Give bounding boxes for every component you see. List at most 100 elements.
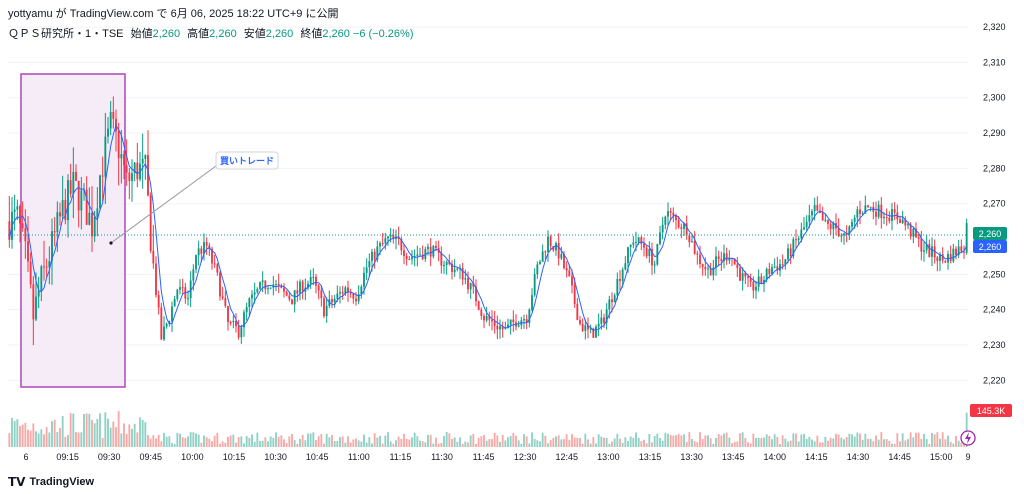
candle-body xyxy=(331,299,333,303)
volume-bar xyxy=(160,441,163,447)
volume-bar xyxy=(885,439,888,447)
candle-body xyxy=(243,312,245,328)
candle-body xyxy=(325,305,328,317)
candle-body xyxy=(965,223,968,253)
candle-body xyxy=(88,212,91,225)
volume-bar xyxy=(653,436,656,447)
candle-body xyxy=(509,319,512,325)
volume-bar xyxy=(312,432,315,447)
price-axis[interactable]: 2,3202,3102,3002,2902,2802,2702,2602,250… xyxy=(983,22,1006,385)
candle-body xyxy=(349,292,352,294)
volume-bar xyxy=(723,433,725,447)
candle-body xyxy=(104,136,107,177)
symbol-name[interactable]: ＱＰＳ研究所・1・TSE xyxy=(8,28,124,40)
volume-bar xyxy=(936,432,939,447)
volume-bar xyxy=(517,440,520,447)
volume-bar xyxy=(784,438,787,447)
candle-body xyxy=(75,171,77,181)
candle-body xyxy=(667,211,669,217)
candle-body xyxy=(739,268,741,281)
candle-body xyxy=(13,209,16,212)
candle-body xyxy=(653,264,656,266)
volume-bar xyxy=(805,438,808,447)
candle-body xyxy=(549,236,552,247)
volume-bar xyxy=(688,432,691,447)
volume-bar xyxy=(904,440,907,447)
volume-bar xyxy=(21,424,24,447)
candle-body xyxy=(725,253,728,261)
volume-bar xyxy=(619,438,621,447)
candle-body xyxy=(704,267,707,270)
candle-body xyxy=(91,212,93,237)
volume-bar xyxy=(712,443,715,447)
candle-body xyxy=(589,328,592,330)
x-tick-label: 13:30 xyxy=(680,452,703,462)
candle-body xyxy=(891,209,893,221)
candle-body xyxy=(675,215,677,221)
candle-body xyxy=(853,217,856,222)
volume-bar xyxy=(571,434,573,447)
volume-bar xyxy=(933,434,936,447)
time-axis[interactable]: 6 09:15 09:30 09:45 10:00 10:15 10:30 10:45 11:0… xyxy=(23,452,970,462)
candle-body xyxy=(435,245,437,249)
volume-bar xyxy=(133,423,136,447)
candle-body xyxy=(229,322,232,324)
volume-bar xyxy=(229,435,232,447)
volume-bar xyxy=(768,435,771,447)
volume-bar xyxy=(203,435,205,447)
candle-body xyxy=(680,227,683,229)
volume-bar xyxy=(357,440,360,447)
candle-body xyxy=(181,287,184,289)
volume-bar xyxy=(267,441,269,447)
volume-bar xyxy=(635,432,637,447)
lightning-icon[interactable] xyxy=(960,430,976,446)
volume-bar xyxy=(851,434,853,447)
candle-body xyxy=(723,253,725,261)
candle-body xyxy=(555,242,557,251)
x-tick-label: 11:45 xyxy=(473,452,495,462)
candle-body xyxy=(107,128,109,137)
volume-bar xyxy=(149,438,152,447)
candle-body xyxy=(499,326,501,330)
candle-body xyxy=(387,236,389,239)
candle-body xyxy=(637,237,640,242)
symbol-legend: ＱＰＳ研究所・1・TSE 始値2,260 高値2,260 安値2,260 終値2… xyxy=(8,25,414,41)
candle-body xyxy=(600,317,603,324)
volume-bar xyxy=(261,440,264,447)
candle-body xyxy=(640,237,643,244)
candle-body xyxy=(717,256,720,259)
volume-bar xyxy=(368,437,371,447)
candle-body xyxy=(552,246,555,251)
volume-bar xyxy=(80,432,83,447)
candle-body xyxy=(280,285,283,288)
volume-bar xyxy=(813,441,816,447)
candle-body xyxy=(584,325,587,331)
candle-body xyxy=(672,212,675,216)
y-tick-label: 2,290 xyxy=(983,128,1006,138)
candle-body xyxy=(453,269,456,273)
volume-bar xyxy=(355,438,357,447)
volume-bar xyxy=(424,442,427,447)
candle-body xyxy=(472,282,475,287)
volume-bar xyxy=(376,437,379,447)
volume-bar xyxy=(411,437,413,447)
annotation-callout[interactable]: 買いトレード xyxy=(215,151,279,170)
candle-body xyxy=(843,233,845,236)
candle-body xyxy=(816,205,819,211)
volume-bar xyxy=(664,432,667,447)
candle-body xyxy=(677,220,680,228)
volume-bar xyxy=(488,439,491,447)
volume-bar xyxy=(789,440,792,447)
footer-brand[interactable]: 𝗧𝗩 TradingView xyxy=(8,475,94,489)
candle-body xyxy=(523,319,525,321)
candle-body xyxy=(259,282,261,289)
volume-bar xyxy=(67,434,69,447)
volume-bar xyxy=(539,441,541,447)
candle-body xyxy=(416,254,419,256)
candle-body xyxy=(917,237,920,239)
x-tick-label: 13:15 xyxy=(639,452,662,462)
volume-bar xyxy=(867,438,869,447)
volume-bar xyxy=(792,433,795,447)
candle-body xyxy=(21,223,24,229)
volume-bar xyxy=(776,436,779,447)
